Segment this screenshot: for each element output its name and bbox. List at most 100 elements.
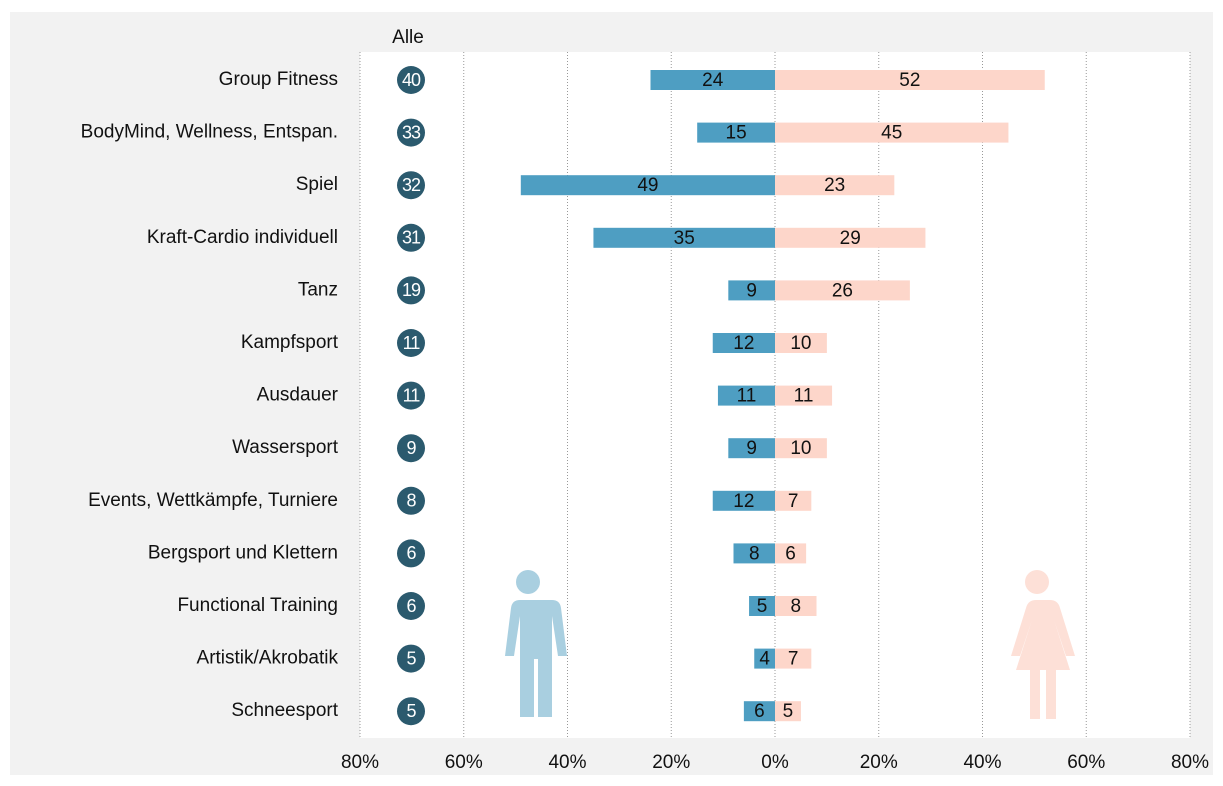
bar — [775, 280, 910, 301]
bar — [717, 385, 775, 406]
value-label: 26 — [832, 280, 853, 301]
value-label: 52 — [899, 70, 920, 91]
category-label: Wassersport — [232, 437, 339, 458]
category-label: Tanz — [298, 279, 338, 300]
alle-label: 6 — [406, 543, 416, 563]
alle-header: Alle — [392, 27, 424, 48]
value-label: 10 — [790, 333, 811, 354]
alle-dot — [397, 276, 425, 305]
value-label: 8 — [749, 543, 760, 564]
value-label: 11 — [794, 386, 814, 407]
bar — [775, 701, 801, 722]
value-label: 29 — [840, 228, 861, 249]
category-label: Bergsport und Klettern — [148, 542, 338, 563]
bar — [775, 648, 812, 669]
value-label: 24 — [702, 70, 724, 91]
x-tick-label: 60% — [445, 752, 483, 773]
value-label: 35 — [674, 228, 695, 249]
alle-dot — [397, 381, 425, 410]
x-tick-label: 80% — [1171, 752, 1209, 773]
x-tick-label: 80% — [341, 752, 379, 773]
x-tick-label: 0% — [761, 752, 789, 773]
alle-dot — [397, 329, 425, 357]
category-label: Events, Wettkämpfe, Turniere — [88, 490, 338, 511]
bar — [743, 701, 775, 722]
value-label: 6 — [785, 543, 796, 564]
alle-label: 32 — [402, 175, 421, 195]
bar — [733, 543, 775, 564]
value-label: 6 — [754, 701, 765, 722]
value-label: 5 — [757, 596, 768, 617]
category-label: Artistik/Akrobatik — [197, 648, 339, 669]
alle-dot — [397, 171, 425, 200]
category-label: Ausdauer — [257, 385, 339, 406]
alle-label: 33 — [402, 122, 421, 142]
x-tick-label: 60% — [1067, 752, 1105, 773]
bar — [593, 227, 775, 248]
category-label: Kraft-Cardio individuell — [147, 227, 338, 248]
bar — [728, 438, 775, 459]
bar — [775, 333, 827, 353]
value-label: 10 — [790, 438, 811, 459]
alle-dot — [397, 644, 425, 673]
value-label: 5 — [783, 701, 794, 722]
alle-dot — [397, 434, 425, 463]
value-label: 7 — [788, 491, 799, 512]
x-tick-label: 40% — [963, 752, 1001, 773]
x-tick-label: 40% — [548, 752, 586, 773]
x-tick-label: 20% — [652, 752, 690, 773]
bar — [775, 438, 827, 459]
bar — [775, 122, 1009, 143]
bar — [775, 490, 812, 511]
value-label: 15 — [726, 123, 747, 144]
alle-label: 11 — [403, 385, 421, 405]
value-label: 12 — [733, 333, 754, 354]
alle-dot — [397, 697, 425, 726]
x-tick-label: 20% — [860, 752, 898, 773]
bar — [712, 333, 775, 353]
value-label: 11 — [737, 386, 757, 407]
bar — [775, 543, 807, 564]
grid — [359, 52, 1191, 738]
bar — [520, 175, 775, 196]
category-label: BodyMind, Wellness, Entspan. — [81, 122, 338, 143]
value-label: 9 — [746, 280, 757, 301]
bar — [775, 70, 1045, 90]
value-label: 7 — [788, 649, 799, 670]
alle-label: 5 — [406, 701, 416, 721]
category-label: Schneesport — [231, 700, 338, 721]
alle-dot — [397, 118, 425, 147]
bar — [697, 122, 775, 143]
value-label: 49 — [637, 175, 658, 196]
alle-label: 5 — [406, 648, 416, 668]
alle-label: 19 — [402, 280, 421, 300]
alle-dot — [397, 592, 425, 620]
category-label: Functional Training — [177, 595, 338, 616]
category-label: Spiel — [296, 174, 338, 195]
bar — [775, 385, 833, 406]
alle-label: 40 — [402, 70, 421, 90]
value-label: 9 — [746, 438, 757, 459]
bar — [775, 175, 895, 196]
alle-label: 8 — [406, 491, 416, 511]
category-label: Group Fitness — [219, 69, 338, 90]
value-label: 45 — [881, 123, 902, 144]
value-label: 12 — [733, 491, 754, 512]
alle-label: 9 — [406, 438, 416, 458]
bar — [749, 596, 775, 616]
alle-dot — [397, 223, 425, 252]
bar — [712, 490, 775, 511]
bar — [728, 280, 775, 301]
category-label: Kampfsport — [241, 332, 339, 353]
value-label: 23 — [824, 175, 845, 196]
bar — [775, 227, 926, 248]
value-label: 8 — [790, 596, 801, 617]
alle-label: 11 — [403, 333, 421, 353]
male-icon — [504, 570, 567, 717]
bar — [775, 596, 817, 616]
bar — [650, 70, 775, 90]
bar — [754, 648, 775, 669]
alle-dot — [397, 486, 425, 515]
